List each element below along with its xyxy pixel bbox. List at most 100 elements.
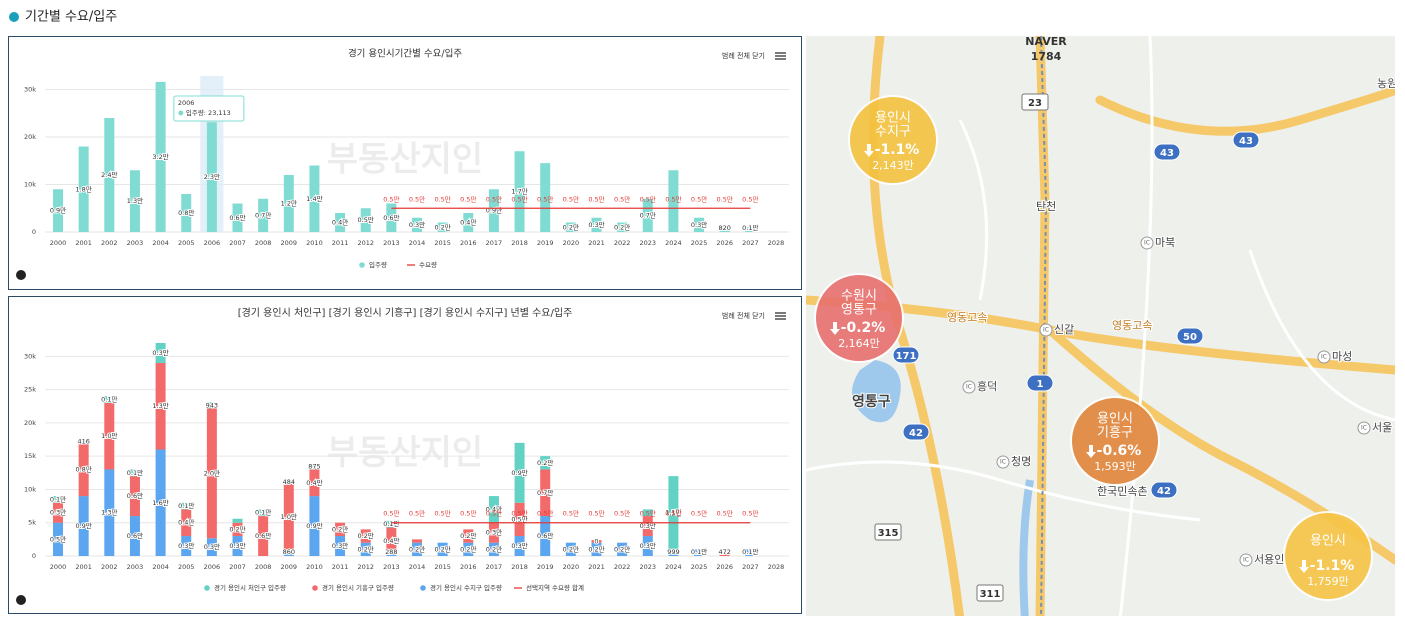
price-bubble[interactable]: [814, 273, 904, 363]
x-tick-label: 2000: [50, 239, 67, 247]
legend-label[interactable]: 입주량: [369, 261, 387, 269]
down-arrow: [1299, 560, 1309, 573]
watermark: 부동산지인: [327, 433, 483, 473]
legend-toggle[interactable]: 범례 전체 닫기: [722, 311, 765, 320]
x-tick-label: 2009: [281, 239, 298, 247]
bar: [514, 151, 525, 232]
bar: [642, 509, 653, 517]
data-label: 0.9만: [306, 521, 322, 530]
bubble-name: 용인시: [1310, 534, 1346, 549]
line-label: 0.5만: [563, 509, 579, 518]
watermark: 부동산지인: [327, 140, 483, 180]
bar: [283, 480, 294, 484]
road-badge: [1176, 327, 1204, 345]
bar: [78, 146, 89, 232]
bar: [335, 522, 346, 537]
bar: [591, 540, 602, 543]
bar: [694, 217, 705, 232]
bar: [309, 463, 320, 470]
x-tick-label: 2016: [460, 563, 477, 571]
down-arrow: [864, 144, 874, 157]
map-brand: NAVER: [1025, 35, 1067, 48]
water: [852, 360, 901, 423]
legend-label[interactable]: 수요량: [419, 261, 437, 269]
x-tick-label: 2026: [716, 563, 733, 571]
bar: [283, 175, 294, 232]
data-label: 0.8만: [178, 208, 194, 217]
x-tick-label: 2003: [127, 563, 144, 571]
x-tick-label: 2022: [614, 563, 631, 571]
bar: [540, 469, 551, 517]
place-label: 탄천: [1036, 199, 1056, 213]
road-number: 43: [1239, 136, 1253, 147]
x-tick-label: 2025: [691, 563, 708, 571]
price-bubble[interactable]: [1070, 396, 1160, 486]
x-tick-label: 2008: [255, 239, 272, 247]
data-label: 0.5만: [50, 534, 66, 543]
line-label: 0.5만: [614, 509, 630, 518]
data-label: 943: [206, 401, 218, 409]
line-label: 0.5만: [434, 509, 450, 518]
x-tick-label: 2004: [152, 239, 169, 247]
road-badge: [1150, 481, 1178, 499]
y-tick-label: 5k: [28, 519, 36, 527]
x-tick-label: 2007: [229, 239, 246, 247]
x-tick-label: 2003: [127, 239, 144, 247]
x-tick-label: 2010: [306, 239, 323, 247]
data-label: 0.6만: [383, 213, 399, 222]
price-bubble[interactable]: [1283, 511, 1373, 601]
line-label: 0.5만: [383, 194, 399, 203]
x-tick-label: 2018: [511, 563, 528, 571]
line-label: 0.5만: [537, 194, 553, 203]
bar: [155, 81, 166, 233]
data-label: 0.2만: [409, 544, 425, 553]
minor-roads: [806, 36, 1395, 616]
legend-label[interactable]: 선택지역 수요량 합계: [526, 583, 584, 592]
place-label: 청명: [1011, 455, 1031, 468]
y-tick-label: 25k: [24, 386, 36, 394]
legend-label[interactable]: 경기 용인시 기흥구 입주량: [322, 583, 394, 592]
y-tick-label: 15k: [24, 452, 36, 460]
ic-badge: [1317, 350, 1331, 364]
x-tick-label: 2010: [306, 563, 323, 571]
data-label: 0.3만: [409, 220, 425, 229]
bubble-name: 수원시: [841, 289, 877, 304]
road-badge: [1021, 93, 1049, 111]
price-bubble[interactable]: [848, 95, 938, 185]
data-label: 0.6만: [229, 213, 245, 222]
data-label: 416: [77, 437, 89, 445]
bar: [206, 122, 217, 232]
x-tick-label: 2005: [178, 563, 195, 571]
x-tick-label: 2008: [255, 563, 272, 571]
bar: [309, 469, 320, 497]
line-label: 0.5만: [409, 509, 425, 518]
x-tick-label: 2024: [665, 239, 682, 247]
data-label: 860: [283, 548, 295, 556]
x-tick-label: 2011: [332, 563, 349, 571]
data-label: 0.4만: [332, 218, 348, 227]
place-label: 영통구: [852, 393, 891, 410]
bubble-change: -1.1%: [875, 142, 920, 158]
legend-label[interactable]: 경기 용인시 수지구 입주량: [430, 583, 502, 592]
line-label: 0.5만: [588, 509, 604, 518]
data-label: 0.2만: [229, 524, 245, 533]
bar: [437, 222, 448, 232]
bar: [565, 222, 576, 232]
line-label: 0.5만: [640, 194, 656, 203]
legend-toggle[interactable]: 범례 전체 닫기: [722, 51, 765, 60]
place-label: 신갈: [1054, 322, 1074, 336]
logo: [16, 270, 26, 280]
line-label: 0.5만: [742, 194, 758, 203]
bubble-name: 영통구: [841, 303, 877, 318]
map-code: 1784: [1031, 50, 1062, 63]
data-label: 0.2만: [563, 222, 579, 231]
road-number: 1: [1037, 379, 1044, 390]
bar: [283, 483, 294, 551]
road-number: 23: [1028, 98, 1042, 109]
data-label: 0: [594, 537, 598, 545]
x-tick-label: 2012: [357, 563, 374, 571]
legend-label[interactable]: 경기 용인시 처인구 입주량: [214, 583, 286, 592]
x-tick-label: 2018: [511, 239, 528, 247]
x-tick-label: 2009: [281, 563, 298, 571]
